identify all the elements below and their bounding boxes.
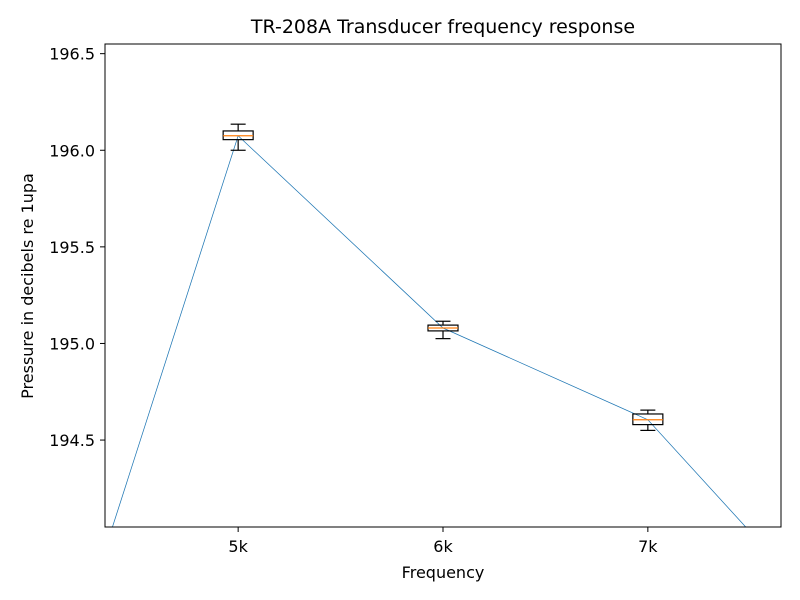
x-tick-label: 7k <box>638 537 658 556</box>
x-axis-ticks: 5k 6k 7k <box>228 527 658 556</box>
chart-title: TR-208A Transducer frequency response <box>250 16 635 38</box>
boxplot-6k <box>427 320 459 340</box>
boxplot-5k <box>222 123 254 151</box>
y-tick-label: 195.5 <box>49 238 95 257</box>
x-tick-label: 5k <box>228 537 248 556</box>
boxplot-7k <box>632 409 664 431</box>
y-tick-label: 196.5 <box>49 45 95 64</box>
y-axis-ticks: 194.5 195.0 195.5 196.0 196.5 <box>49 45 105 450</box>
y-tick-label: 195.0 <box>49 334 95 353</box>
y-tick-label: 194.5 <box>49 431 95 450</box>
y-tick-label: 196.0 <box>49 141 95 160</box>
x-axis-label: Frequency <box>402 563 485 582</box>
y-axis-label: Pressure in decibels re 1upa <box>18 173 37 399</box>
plot-content <box>112 123 747 527</box>
x-tick-label: 6k <box>433 537 453 556</box>
